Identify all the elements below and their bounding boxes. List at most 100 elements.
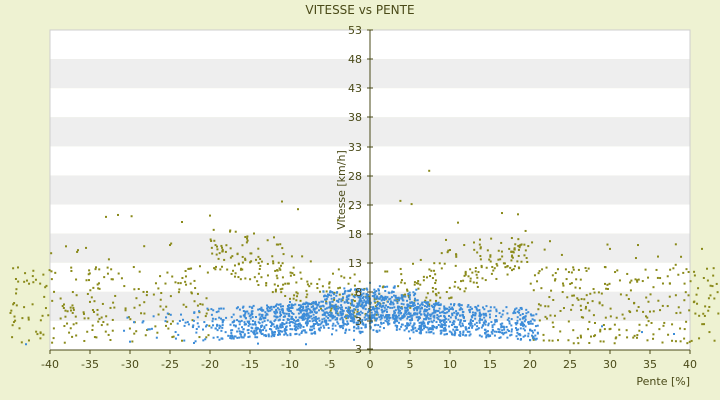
blue-point <box>398 328 401 331</box>
blue-point <box>177 333 180 336</box>
y-tick-label: 33 <box>348 141 362 154</box>
blue-point <box>454 317 457 320</box>
blue-point <box>340 308 343 311</box>
blue-point <box>276 326 279 329</box>
olive-point <box>544 305 547 308</box>
blue-point <box>221 324 224 327</box>
olive-point <box>490 237 493 240</box>
olive-point <box>169 244 171 247</box>
blue-point <box>385 297 388 300</box>
blue-point <box>281 305 284 308</box>
blue-point <box>471 325 474 328</box>
olive-point <box>63 303 66 306</box>
blue-point <box>347 308 350 311</box>
olive-point <box>501 212 503 215</box>
blue-point <box>516 337 519 340</box>
blue-point <box>192 326 195 329</box>
blue-point <box>441 319 444 322</box>
olive-point <box>638 323 641 326</box>
olive-point <box>407 294 410 297</box>
blue-point <box>471 326 474 329</box>
blue-point <box>499 336 502 339</box>
olive-point <box>318 278 321 281</box>
blue-point <box>383 285 386 288</box>
blue-point <box>279 315 282 318</box>
olive-point <box>205 336 208 339</box>
blue-point <box>375 290 378 293</box>
blue-point <box>406 322 409 325</box>
olive-point <box>156 331 159 334</box>
olive-point <box>154 325 157 328</box>
olive-point <box>413 281 416 284</box>
olive-point <box>106 266 109 269</box>
olive-point <box>426 292 429 295</box>
blue-point <box>470 315 473 318</box>
blue-point <box>305 331 308 334</box>
olive-point <box>509 266 512 269</box>
blue-point <box>326 293 329 296</box>
blue-point <box>475 308 478 311</box>
blue-point <box>292 321 295 324</box>
olive-point <box>680 255 683 258</box>
olive-point <box>271 255 274 258</box>
blue-point <box>279 310 282 313</box>
blue-point <box>427 301 430 304</box>
olive-point <box>325 300 328 303</box>
olive-point <box>479 258 482 261</box>
blue-point <box>396 306 399 309</box>
blue-point <box>485 330 488 333</box>
blue-point <box>214 318 217 321</box>
olive-point <box>537 308 540 311</box>
olive-point <box>564 268 567 271</box>
olive-point <box>694 312 697 315</box>
blue-point <box>250 312 253 315</box>
blue-point <box>519 314 522 317</box>
blue-point <box>437 318 440 321</box>
olive-point <box>674 294 677 297</box>
olive-point <box>416 282 419 285</box>
blue-point <box>375 304 378 307</box>
blue-point <box>520 323 523 326</box>
blue-point <box>343 290 346 293</box>
blue-point <box>501 322 504 325</box>
olive-point <box>107 258 110 261</box>
blue-point <box>416 299 419 302</box>
blue-point <box>400 317 403 320</box>
olive-point <box>260 260 263 263</box>
olive-point <box>124 307 127 310</box>
blue-point <box>150 327 153 330</box>
olive-point <box>453 285 456 288</box>
blue-point <box>475 306 478 309</box>
blue-point <box>426 312 429 315</box>
blue-point <box>416 309 419 312</box>
blue-point <box>293 322 296 325</box>
blue-point <box>483 308 486 311</box>
olive-point <box>221 246 224 249</box>
olive-point <box>13 302 16 305</box>
blue-point <box>356 305 359 308</box>
blue-point <box>277 333 280 336</box>
olive-point <box>75 278 78 281</box>
blue-point <box>311 332 314 335</box>
blue-point <box>383 309 386 312</box>
blue-point <box>313 316 316 319</box>
blue-point <box>252 331 255 334</box>
olive-point <box>205 312 208 315</box>
blue-point <box>480 313 483 316</box>
blue-point <box>417 316 420 319</box>
blue-point <box>281 309 284 312</box>
olive-point <box>635 336 638 339</box>
blue-point <box>419 324 422 327</box>
blue-point <box>404 309 407 312</box>
blue-point <box>673 333 675 335</box>
blue-point <box>436 303 439 306</box>
blue-point <box>361 312 364 315</box>
olive-point <box>548 296 551 299</box>
blue-point <box>400 294 403 297</box>
blue-point <box>521 317 524 320</box>
blue-point <box>350 303 353 306</box>
olive-point <box>23 306 26 309</box>
olive-point <box>255 258 258 261</box>
olive-point <box>292 297 295 300</box>
blue-point <box>420 303 423 306</box>
